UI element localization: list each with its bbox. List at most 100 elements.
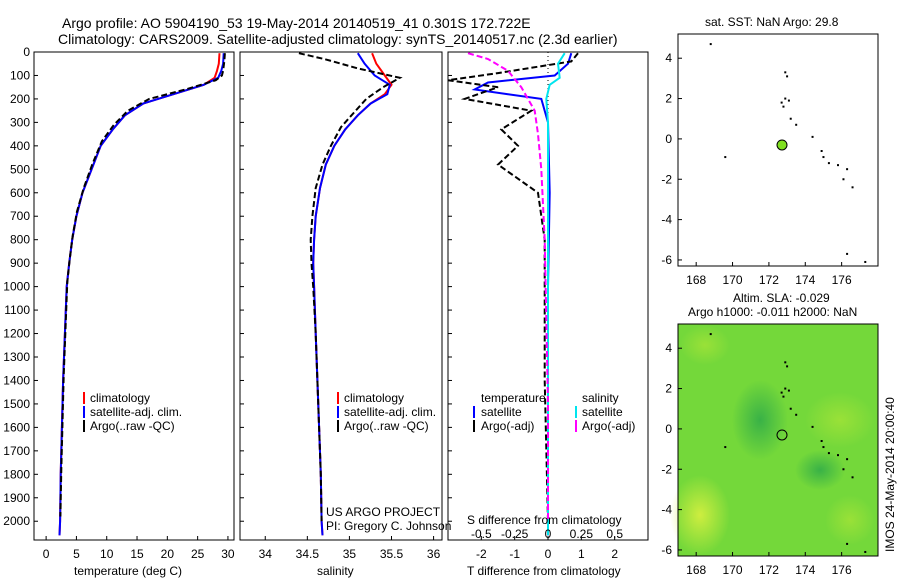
- legend-climatology: climatology: [344, 391, 404, 405]
- island-dot: [846, 252, 849, 255]
- s-tick-label: 0: [545, 527, 552, 541]
- island-dot: [827, 452, 830, 455]
- map-x-tick-label: 170: [723, 563, 743, 577]
- x-tick-label: 2: [611, 547, 618, 561]
- series-line-satellite-adj-clim-: [58, 53, 225, 536]
- map-y-tick-label: -4: [661, 503, 672, 517]
- salinity-panel-frame: [239, 51, 443, 541]
- sst-map-ticks: 168 170 172 174 176 4 2 0 -2 -4 -6: [661, 51, 852, 287]
- s-tick-label: -0.25: [501, 527, 529, 541]
- depth-tick-label: 900: [10, 256, 30, 270]
- argo-position-marker-sst: [776, 139, 788, 151]
- island-dot: [786, 75, 789, 78]
- x-tick-label: 0: [545, 547, 552, 561]
- x-tick-label: -1: [509, 547, 520, 561]
- x-tick-label: 34.5: [296, 547, 320, 561]
- temperature-xlabel: temperature (deg C): [74, 564, 182, 578]
- island-dot: [709, 333, 712, 336]
- legend-satellite-adj: satellite-adj. clim.: [90, 405, 182, 419]
- island-dot: [846, 458, 849, 461]
- legend-s-satellite: satellite: [582, 405, 623, 419]
- difference-xlabel-t: T difference from climatology: [467, 564, 621, 578]
- difference-s-ticks: -0.5 -0.25 0 0.25 0.5: [471, 527, 623, 541]
- depth-tick-label: 2000: [3, 514, 30, 528]
- depth-tick-label: 1800: [3, 467, 30, 481]
- map-x-tick-label: 174: [795, 273, 815, 287]
- depth-tick-label: 1400: [3, 373, 30, 387]
- legend-climatology: climatology: [90, 391, 150, 405]
- island-dot: [795, 123, 798, 126]
- depth-tick-label: 400: [10, 139, 30, 153]
- x-tick-label: 36: [427, 547, 441, 561]
- difference-legend: temperature salinity satellite Argo(-adj…: [473, 391, 635, 433]
- x-tick-label: 15: [130, 547, 144, 561]
- series-line-argo-raw-qc-: [59, 53, 226, 517]
- series-line-s-argo-adj-: [467, 52, 549, 522]
- map-y-tick-label: 2: [665, 382, 672, 396]
- sst-map-title: sat. SST: NaN Argo: 29.8: [705, 15, 839, 29]
- legend-argo: Argo(..raw -QC): [90, 419, 175, 433]
- depth-tick-label: 100: [10, 68, 30, 82]
- depth-tick-label: 1300: [3, 350, 30, 364]
- salinity-legend: climatology satellite-adj. clim. Argo(..…: [337, 391, 436, 433]
- map-y-tick-label: 0: [665, 132, 672, 146]
- sst-map-frame: [677, 33, 879, 267]
- sla-map-title-line1: Altim. SLA: -0.029: [733, 291, 830, 305]
- island-dot: [820, 150, 823, 153]
- island-dot: [724, 156, 727, 159]
- map-x-tick-label: 170: [723, 273, 743, 287]
- map-y-tick-label: -6: [661, 543, 672, 557]
- island-dot: [846, 542, 849, 545]
- series-line-satellite-adj-clim-: [312, 52, 391, 536]
- depth-tick-label: 1900: [3, 491, 30, 505]
- difference-xlabel-s: S difference from climatology: [467, 513, 622, 527]
- legend-t-argo: Argo(-adj): [481, 419, 534, 433]
- series-line-s-satellite: [545, 52, 566, 536]
- x-tick-label: 0: [43, 547, 50, 561]
- island-dot: [846, 168, 849, 171]
- map-x-tick-label: 172: [759, 273, 779, 287]
- map-x-tick-label: 168: [686, 563, 706, 577]
- salinity-x-ticks: 34 34.5 35 35.5 36: [259, 536, 441, 561]
- depth-tick-label: 500: [10, 162, 30, 176]
- map-y-tick-label: 2: [665, 92, 672, 106]
- island-dot: [822, 156, 825, 159]
- difference-x-ticks: -2 -1 0 1 2: [476, 536, 618, 561]
- series-line-t-satellite: [471, 52, 573, 536]
- figure-title-line1: Argo profile: AO 5904190_53 19-May-2014 …: [62, 15, 531, 31]
- island-dot: [784, 97, 787, 100]
- legend-title-salinity: salinity: [582, 391, 619, 405]
- sla-map-title-line2: Argo h1000: -0.011 h2000: NaN: [688, 305, 857, 319]
- map-y-tick-label: 4: [665, 51, 672, 65]
- sst-map-islands: [709, 43, 867, 263]
- imos-stamp: IMOS 24-May-2014 20:00:40: [883, 397, 897, 552]
- island-dot: [851, 186, 854, 189]
- credit-project: US ARGO PROJECT: [326, 505, 441, 519]
- argo-position-marker-sla: [776, 429, 788, 441]
- depth-tick-label: 1600: [3, 420, 30, 434]
- island-dot: [811, 135, 814, 138]
- s-tick-label: -0.5: [471, 527, 492, 541]
- island-dot: [795, 413, 798, 416]
- island-dot: [837, 454, 839, 457]
- salinity-series: [298, 52, 403, 536]
- map-y-tick-label: -2: [661, 462, 672, 476]
- x-tick-label: 35: [343, 547, 357, 561]
- salinity-xlabel: salinity: [317, 564, 354, 578]
- sla-map-ticks: 168 170 172 174 176 4 2 0 -2 -4 -6: [661, 341, 852, 577]
- temperature-x-ticks: 0 5 10 15 20 25 30: [43, 536, 235, 561]
- sla-map-islands: [709, 333, 867, 553]
- x-tick-label: 35.5: [380, 547, 404, 561]
- island-dot: [851, 476, 854, 479]
- difference-series: [447, 52, 579, 536]
- island-dot: [789, 407, 792, 410]
- series-line-argo-raw-qc-: [298, 52, 403, 522]
- series-line-t-argo-adj-: [447, 52, 579, 522]
- island-dot: [827, 162, 830, 165]
- map-y-tick-label: -4: [661, 213, 672, 227]
- series-line-climatology: [312, 52, 393, 536]
- depth-tick-label: 0: [23, 45, 30, 59]
- x-tick-label: -2: [476, 547, 487, 561]
- depth-tick-label: 1000: [3, 280, 30, 294]
